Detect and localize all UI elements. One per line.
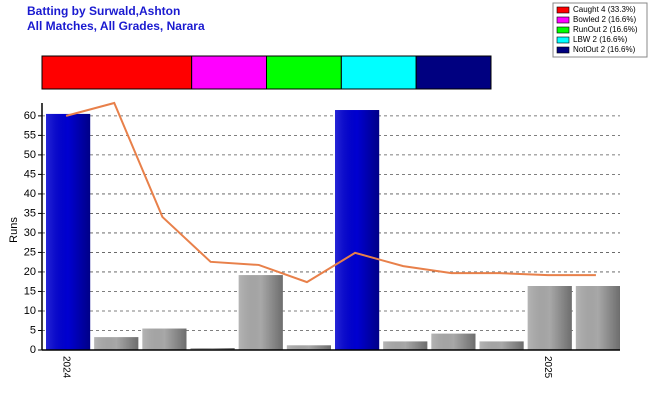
y-tick-label: 40 xyxy=(24,188,36,200)
y-tick-label: 25 xyxy=(24,246,36,258)
legend-swatch xyxy=(556,6,570,14)
legend-swatch xyxy=(556,26,570,34)
y-tick-label: 50 xyxy=(24,149,36,161)
dismissal-segment xyxy=(415,55,492,90)
y-tick-label: 0 xyxy=(30,344,36,356)
y-tick-label: 10 xyxy=(24,305,36,317)
legend-label: NotOut 2 (16.6%) xyxy=(573,45,636,54)
x-tick-label: 2024 xyxy=(60,356,71,379)
y-axis-label: Runs xyxy=(8,217,20,243)
bar-shade xyxy=(46,113,91,350)
legend-label: Bowled 2 (16.6%) xyxy=(573,15,636,24)
dismissal-segment xyxy=(41,55,193,90)
legend-label: LBW 2 (16.6%) xyxy=(573,35,628,44)
bar-shade xyxy=(286,345,331,350)
x-tick-label: 2025 xyxy=(542,356,553,379)
y-tick-label: 45 xyxy=(24,168,36,180)
legend-swatch xyxy=(556,46,570,54)
legend-swatch xyxy=(556,36,570,44)
y-tick-label: 30 xyxy=(24,227,36,239)
chart-title: Batting by Surwald,Ashton xyxy=(27,4,180,18)
y-tick-label: 55 xyxy=(24,129,36,141)
legend-label: Caught 4 (33.3%) xyxy=(573,5,636,14)
chart-subtitle: All Matches, All Grades, Narara xyxy=(27,19,205,33)
y-tick-label: 20 xyxy=(24,266,36,278)
y-tick-label: 60 xyxy=(24,110,36,122)
bar-shade xyxy=(527,286,572,350)
y-tick-label: 5 xyxy=(30,324,36,336)
bar-shade xyxy=(335,110,380,350)
bar-shade xyxy=(238,275,283,350)
legend-swatch xyxy=(556,16,570,24)
bar-shade xyxy=(142,328,187,350)
dismissal-segment xyxy=(266,55,342,90)
bar-shade xyxy=(190,348,235,350)
bar-shade xyxy=(94,337,139,350)
dismissal-segment xyxy=(191,55,268,90)
dismissal-segment xyxy=(340,55,417,90)
y-tick-label: 35 xyxy=(24,207,36,219)
bar-shade xyxy=(479,341,524,350)
y-tick-label: 15 xyxy=(24,285,36,297)
average-line xyxy=(65,101,596,284)
bar-shade xyxy=(431,333,476,350)
bar-shade xyxy=(575,286,620,350)
bar-shade xyxy=(383,341,428,350)
legend-label: RunOut 2 (16.6%) xyxy=(573,25,638,34)
